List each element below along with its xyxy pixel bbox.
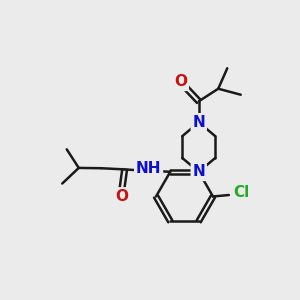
- Text: Cl: Cl: [234, 185, 250, 200]
- Text: N: N: [192, 115, 205, 130]
- Text: NH: NH: [136, 161, 161, 176]
- Text: O: O: [115, 189, 128, 204]
- Text: N: N: [192, 164, 205, 179]
- Text: O: O: [174, 74, 187, 89]
